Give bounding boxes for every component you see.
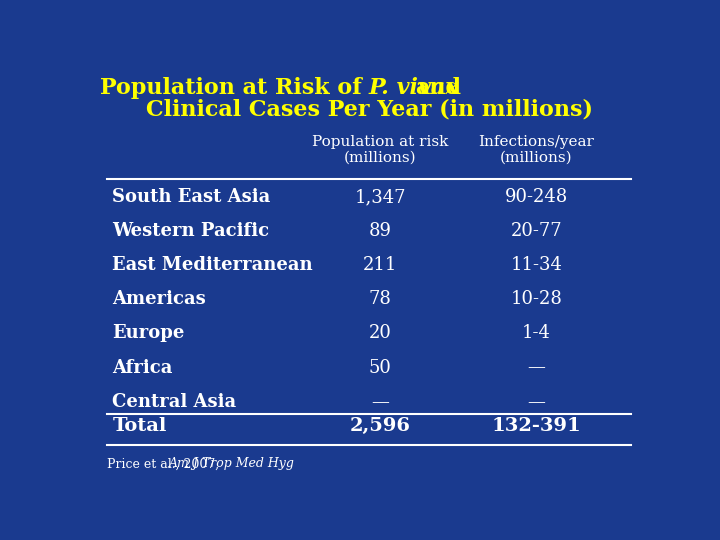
Text: 132-391: 132-391 <box>492 417 581 435</box>
Text: and: and <box>415 77 462 99</box>
Text: —: — <box>372 393 389 410</box>
Text: 90-248: 90-248 <box>505 188 568 206</box>
Text: Population at Risk of: Population at Risk of <box>99 77 369 99</box>
Text: P. vivax: P. vivax <box>369 77 459 99</box>
Text: Population at risk
(millions): Population at risk (millions) <box>312 135 449 165</box>
Text: 1-4: 1-4 <box>522 325 551 342</box>
Text: 20-77: 20-77 <box>510 222 562 240</box>
Text: Price et al., 2007,: Price et al., 2007, <box>107 457 223 470</box>
Text: 89: 89 <box>369 222 392 240</box>
Text: Clinical Cases Per Year (in millions): Clinical Cases Per Year (in millions) <box>145 98 593 120</box>
Text: 211: 211 <box>363 256 397 274</box>
Text: —: — <box>528 393 545 410</box>
Text: Central Asia: Central Asia <box>112 393 236 410</box>
Text: Americas: Americas <box>112 291 206 308</box>
Text: 11-34: 11-34 <box>510 256 562 274</box>
Text: Am J Trop Med Hyg: Am J Trop Med Hyg <box>169 457 295 470</box>
Text: Total: Total <box>112 417 167 435</box>
Text: —: — <box>528 359 545 376</box>
Text: East Mediterranean: East Mediterranean <box>112 256 313 274</box>
Text: Europe: Europe <box>112 325 185 342</box>
Text: 2,596: 2,596 <box>350 417 410 435</box>
Text: 1,347: 1,347 <box>354 188 406 206</box>
Text: Africa: Africa <box>112 359 173 376</box>
Text: 10-28: 10-28 <box>510 291 562 308</box>
Text: Infections/year
(millions): Infections/year (millions) <box>479 135 594 165</box>
Text: South East Asia: South East Asia <box>112 188 271 206</box>
Text: 50: 50 <box>369 359 392 376</box>
Text: Western Pacific: Western Pacific <box>112 222 269 240</box>
Text: 78: 78 <box>369 291 392 308</box>
Text: 20: 20 <box>369 325 392 342</box>
